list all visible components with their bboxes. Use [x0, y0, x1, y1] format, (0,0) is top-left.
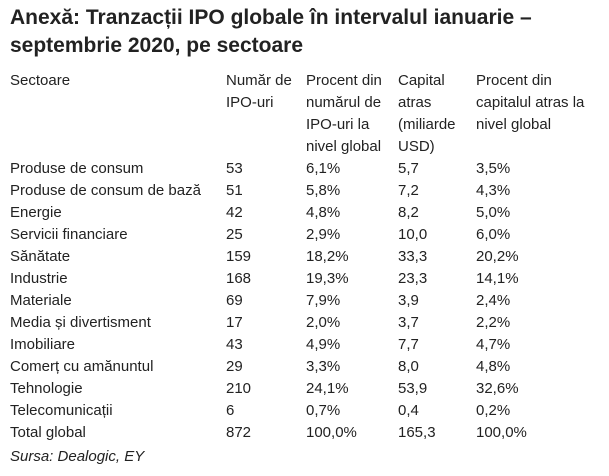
row-label: Telecomunicații: [10, 402, 113, 419]
header-cell: Procent din capitalul atras la nivel glo…: [476, 72, 585, 133]
table-cell: 8,2: [398, 204, 419, 221]
row-label: Materiale: [10, 292, 72, 309]
row-label: Media și divertisment: [10, 314, 151, 331]
row-label: Tehnologie: [10, 380, 83, 397]
header-cell: Număr de IPO-uri: [226, 72, 292, 111]
table-cell: 159: [226, 248, 252, 265]
table-cell: 43: [226, 336, 243, 353]
table-cell: 6,1%: [306, 160, 341, 177]
table-cell: 4,8%: [476, 358, 511, 375]
table-cell: 7,7: [398, 336, 419, 353]
table-cell: 69: [226, 292, 243, 309]
table-cell: 14,1%: [476, 270, 519, 287]
header-cell: Procent din numărul de IPO-uri la nivel …: [306, 72, 382, 155]
table-cell: 3,7: [398, 314, 419, 331]
table-cell: 5,8%: [306, 182, 341, 199]
title: Anexă: Tranzacții IPO globale în interva…: [10, 6, 532, 57]
table-cell: 3,3%: [306, 358, 341, 375]
table-cell: 5,0%: [476, 204, 511, 221]
table-cell: 165,3: [398, 424, 436, 441]
table-cell: 2,4%: [476, 292, 511, 309]
table-cell: 0,7%: [306, 402, 341, 419]
table-cell: 6,0%: [476, 226, 511, 243]
table-cell: 0,2%: [476, 402, 511, 419]
row-label: Total global: [10, 424, 86, 441]
table-cell: 6: [226, 402, 235, 419]
table-cell: 100,0%: [476, 424, 527, 441]
table-cell: 32,6%: [476, 380, 519, 397]
source: Sursa: Dealogic, EY: [10, 448, 145, 465]
table-cell: 53,9: [398, 380, 428, 397]
table-cell: 0,4: [398, 402, 419, 419]
row-label: Sănătate: [10, 248, 71, 265]
table-cell: 3,5%: [476, 160, 511, 177]
table-cell: 4,9%: [306, 336, 341, 353]
table-cell: 23,3: [398, 270, 428, 287]
table-cell: 168: [226, 270, 252, 287]
row-label: Industrie: [10, 270, 68, 287]
table-cell: 3,9: [398, 292, 419, 309]
table-cell: 25: [226, 226, 243, 243]
row-label: Servicii financiare: [10, 226, 128, 243]
row-label: Energie: [10, 204, 62, 221]
table-cell: 7,9%: [306, 292, 341, 309]
table-cell: 872: [226, 424, 252, 441]
table-cell: 2,2%: [476, 314, 511, 331]
table-cell: 20,2%: [476, 248, 519, 265]
header-cell: Capital atras (miliarde USD): [398, 72, 456, 155]
table-cell: 29: [226, 358, 243, 375]
table-cell: 18,2%: [306, 248, 349, 265]
table-cell: 2,9%: [306, 226, 341, 243]
table-cell: 42: [226, 204, 243, 221]
table-cell: 24,1%: [306, 380, 349, 397]
table-cell: 210: [226, 380, 252, 397]
table-cell: 4,3%: [476, 182, 511, 199]
row-label: Produse de consum: [10, 160, 144, 177]
table-cell: 51: [226, 182, 243, 199]
table-cell: 53: [226, 160, 243, 177]
row-label: Comerț cu amănuntul: [10, 358, 154, 375]
table-cell: 4,8%: [306, 204, 341, 221]
table-cell: 33,3: [398, 248, 428, 265]
table-cell: 5,7: [398, 160, 419, 177]
table-cell: 10,0: [398, 226, 428, 243]
table-cell: 19,3%: [306, 270, 349, 287]
header-cell: Sectoare: [10, 72, 71, 89]
row-label: Imobiliare: [10, 336, 76, 353]
table-cell: 8,0: [398, 358, 419, 375]
table-cell: 17: [226, 314, 243, 331]
table-cell: 4,7%: [476, 336, 511, 353]
table-cell: 7,2: [398, 182, 419, 199]
table-cell: 100,0%: [306, 424, 357, 441]
row-label: Produse de consum de bază: [10, 182, 201, 199]
table-cell: 2,0%: [306, 314, 341, 331]
